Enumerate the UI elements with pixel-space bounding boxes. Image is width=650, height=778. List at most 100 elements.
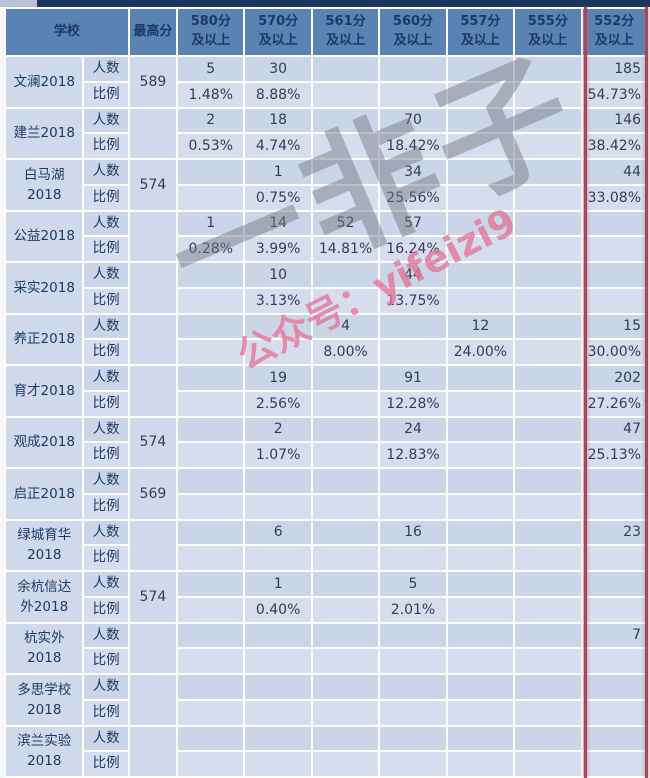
ratio-cell bbox=[310, 286, 381, 315]
ratio-cell bbox=[310, 647, 381, 675]
row-label-count: 人数 bbox=[82, 261, 130, 289]
count-cell bbox=[310, 724, 381, 753]
ratio-cell: 1.48% bbox=[176, 80, 246, 109]
count-cell: 70 bbox=[378, 106, 448, 135]
count-cell bbox=[445, 415, 516, 444]
count-cell: 44 bbox=[378, 261, 448, 289]
ratio-cell bbox=[445, 132, 516, 160]
ratio-cell bbox=[243, 647, 313, 675]
ratio-cell bbox=[243, 544, 313, 572]
ratio-cell: 2.56% bbox=[243, 389, 313, 418]
school-row-count: 文澜2018 人数 589 5 30 185 bbox=[3, 55, 648, 109]
count-cell bbox=[176, 158, 246, 186]
count-cell: 47 bbox=[580, 415, 648, 444]
row-label-ratio: 比例 bbox=[82, 698, 130, 727]
count-cell bbox=[445, 106, 516, 135]
school-row-count: 养正2018 人数 4 12 15 bbox=[3, 312, 648, 366]
row-label-ratio: 比例 bbox=[82, 750, 130, 778]
ratio-cell bbox=[310, 492, 381, 521]
row-label-ratio: 比例 bbox=[82, 492, 130, 521]
ratio-cell bbox=[310, 80, 381, 109]
max-score-value: 574 bbox=[127, 415, 179, 469]
header-school: 学校 bbox=[4, 7, 130, 57]
ratio-cell bbox=[513, 338, 583, 366]
ratio-cell bbox=[310, 595, 381, 624]
count-cell bbox=[310, 415, 381, 444]
count-cell: 52 bbox=[310, 209, 381, 238]
count-cell bbox=[243, 312, 313, 341]
school-row-count: 观成2018 人数 574 2 24 47 bbox=[3, 415, 648, 469]
row-label-count: 人数 bbox=[82, 312, 130, 341]
count-cell bbox=[243, 673, 313, 701]
count-cell bbox=[513, 364, 583, 392]
ratio-cell: 0.40% bbox=[243, 595, 313, 624]
count-cell: 1 bbox=[243, 158, 313, 186]
row-label-count: 人数 bbox=[82, 724, 130, 753]
ratio-cell: 8.00% bbox=[310, 338, 381, 366]
ratio-cell bbox=[176, 595, 246, 624]
count-cell: 15 bbox=[580, 312, 648, 341]
max-score-value bbox=[127, 364, 179, 418]
ratio-cell bbox=[513, 595, 583, 624]
ratio-cell bbox=[310, 544, 381, 572]
red-rule-right-edge bbox=[645, 7, 648, 778]
ratio-cell bbox=[176, 389, 246, 418]
row-label-ratio: 比例 bbox=[82, 286, 130, 315]
count-cell bbox=[580, 467, 648, 495]
school-row-count: 余杭信达 外2018 人数 574 1 5 bbox=[3, 570, 648, 624]
ratio-cell: 8.88% bbox=[243, 80, 313, 109]
ratio-cell: 4.74% bbox=[243, 132, 313, 160]
count-cell: 202 bbox=[580, 364, 648, 392]
count-cell: 10 bbox=[243, 261, 313, 289]
count-cell bbox=[513, 312, 583, 341]
ratio-cell bbox=[445, 80, 516, 109]
school-name: 余杭信达 外2018 bbox=[3, 570, 85, 624]
ratio-cell: 0.28% bbox=[176, 235, 246, 263]
top-border-strip-left-segment bbox=[0, 0, 37, 7]
ratio-cell bbox=[445, 235, 516, 263]
count-cell bbox=[378, 55, 448, 83]
ratio-cell bbox=[513, 698, 583, 727]
ratio-cell bbox=[445, 750, 516, 778]
school-row-count: 杭实外 2018 人数 7 bbox=[3, 621, 648, 675]
header-score-band-557: 557分 及以上 bbox=[445, 7, 516, 57]
school-row-count: 绿城育华 2018 人数 6 16 23 bbox=[3, 518, 648, 572]
ratio-cell: 1.07% bbox=[243, 441, 313, 469]
count-cell bbox=[445, 209, 516, 238]
ratio-cell bbox=[310, 389, 381, 418]
school-name: 绿城育华 2018 bbox=[3, 518, 85, 572]
header-score-band-560: 560分 及以上 bbox=[378, 7, 448, 57]
ratio-cell bbox=[378, 647, 448, 675]
max-score-value: 574 bbox=[127, 570, 179, 624]
count-cell: 18 bbox=[243, 106, 313, 135]
school-name: 建兰2018 bbox=[3, 106, 85, 160]
ratio-cell bbox=[580, 235, 648, 263]
count-cell bbox=[378, 312, 448, 341]
school-name: 多思学校 2018 bbox=[3, 673, 85, 727]
school-row-ratio: 比例 0.28% 3.99% 14.81% 16.24% bbox=[5, 235, 648, 263]
school-name: 养正2018 bbox=[3, 312, 85, 366]
score-table: 学校 最高分 580分 及以上 570分 及以上 561分 及以上 560分 及以上 557… bbox=[3, 7, 648, 778]
ratio-cell: 0.75% bbox=[243, 183, 313, 212]
ratio-cell bbox=[445, 286, 516, 315]
count-cell bbox=[445, 261, 516, 289]
count-cell bbox=[580, 261, 648, 289]
ratio-cell bbox=[513, 750, 583, 778]
school-row-ratio: 比例 0.75% 25.56% 33.08% bbox=[5, 183, 648, 212]
row-label-ratio: 比例 bbox=[82, 338, 130, 366]
row-label-ratio: 比例 bbox=[82, 183, 130, 212]
count-cell: 2 bbox=[243, 415, 313, 444]
ratio-cell bbox=[310, 183, 381, 212]
ratio-cell bbox=[513, 492, 583, 521]
count-cell bbox=[176, 312, 246, 341]
header-score-band-552: 552分 及以上 bbox=[580, 7, 648, 57]
count-cell bbox=[310, 364, 381, 392]
ratio-cell bbox=[176, 647, 246, 675]
ratio-cell bbox=[580, 492, 648, 521]
count-cell bbox=[445, 673, 516, 701]
count-cell bbox=[445, 724, 516, 753]
ratio-cell: 12.28% bbox=[378, 389, 448, 418]
ratio-cell bbox=[176, 750, 246, 778]
count-cell bbox=[378, 724, 448, 753]
